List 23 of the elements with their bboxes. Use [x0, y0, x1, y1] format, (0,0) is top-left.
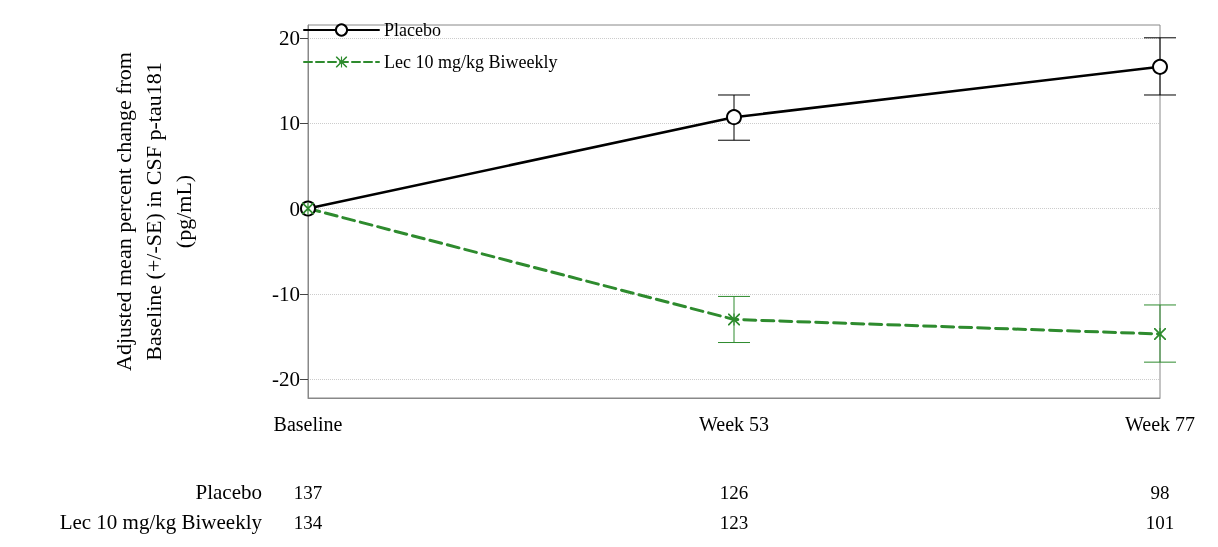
- legend-label: Placebo: [384, 20, 441, 40]
- x-tick-label: Baseline: [273, 413, 343, 435]
- y-tick-label: 20: [279, 25, 300, 50]
- x-tick-label: Week 77: [1124, 413, 1196, 435]
- y-tick-label: -20: [272, 367, 300, 392]
- text: Placebo: [195, 480, 262, 504]
- point: [728, 313, 740, 326]
- text: 126: [719, 481, 749, 503]
- text: 137: [293, 481, 323, 503]
- y-axis-title: Adjusted mean percent change from Baseline (+/-SE) in CSF p-tau181 (pg/mL): [110, 52, 196, 371]
- legend-label: Lec 10 mg/kg Biweekly: [384, 52, 558, 72]
- text: 98: [1150, 481, 1170, 503]
- x-tick-label: Week 53: [698, 413, 770, 435]
- y-tick-label: 0: [289, 196, 300, 221]
- text: 101: [1145, 511, 1175, 533]
- text: Lec 10 mg/kg Biweekly: [59, 510, 263, 534]
- y-tick-label: 10: [279, 111, 300, 136]
- point: [1152, 58, 1168, 75]
- point: [726, 109, 742, 126]
- y-tick-label: -10: [272, 281, 300, 306]
- text: 123: [719, 511, 749, 533]
- point: [1154, 327, 1166, 340]
- text: 134: [293, 511, 323, 533]
